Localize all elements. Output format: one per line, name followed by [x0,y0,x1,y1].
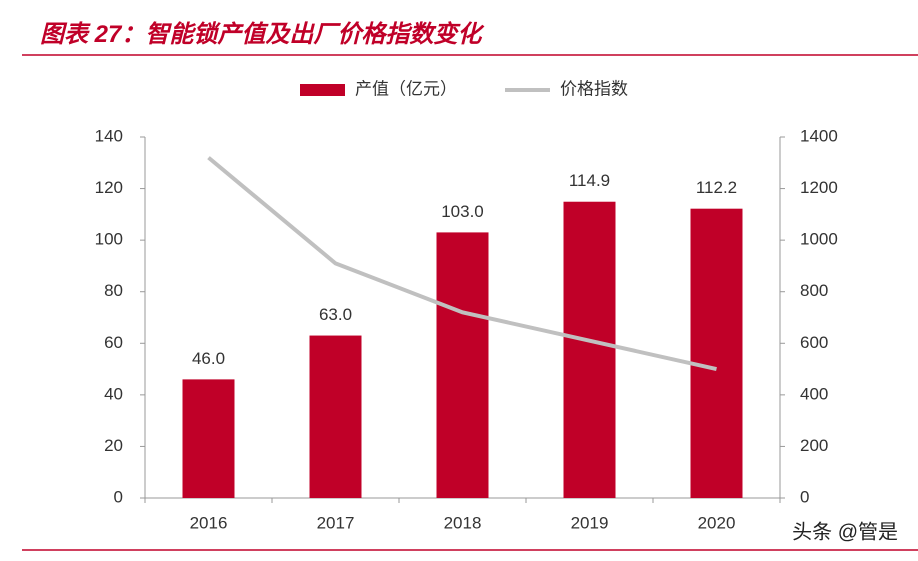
y-tick-label: 20 [104,436,123,455]
data-label: 103.0 [441,202,484,221]
legend-label: 产值（亿元） [355,79,457,98]
data-label: 114.9 [569,171,610,190]
x-tick-label: 2016 [190,513,228,532]
legend-swatch [300,84,345,96]
bar [690,208,743,499]
y-tick-label: 60 [104,333,123,352]
bar [309,335,362,498]
y2-tick-label: 1400 [800,126,838,145]
x-tick-label: 2018 [444,513,482,532]
y2-tick-label: 0 [800,487,809,506]
watermark: 头条 @管是 [792,520,898,543]
bar [182,379,235,498]
y2-tick-label: 600 [800,333,828,352]
data-label: 112.2 [696,178,737,197]
y2-tick-label: 1200 [800,178,838,197]
y-tick-label: 100 [95,230,123,249]
y-tick-label: 0 [114,487,123,506]
data-label: 46.0 [192,349,225,368]
y2-tick-label: 1000 [800,230,838,249]
y-tick-label: 40 [104,384,123,403]
x-tick-label: 2020 [698,513,736,532]
y-tick-label: 140 [95,126,123,145]
y2-tick-label: 200 [800,436,828,455]
y2-tick-label: 800 [800,281,828,300]
legend-label: 价格指数 [560,79,628,98]
bar [563,201,616,498]
x-tick-label: 2017 [317,513,355,532]
y-tick-label: 120 [95,178,123,197]
chart-title: 图表 27：智能锁产值及出厂价格指数变化 [40,21,485,48]
y2-tick-label: 400 [800,384,828,403]
x-tick-label: 2019 [571,513,609,532]
data-label: 63.0 [319,305,352,324]
y-tick-label: 80 [104,281,123,300]
price-line [207,156,717,372]
bar [436,232,489,498]
